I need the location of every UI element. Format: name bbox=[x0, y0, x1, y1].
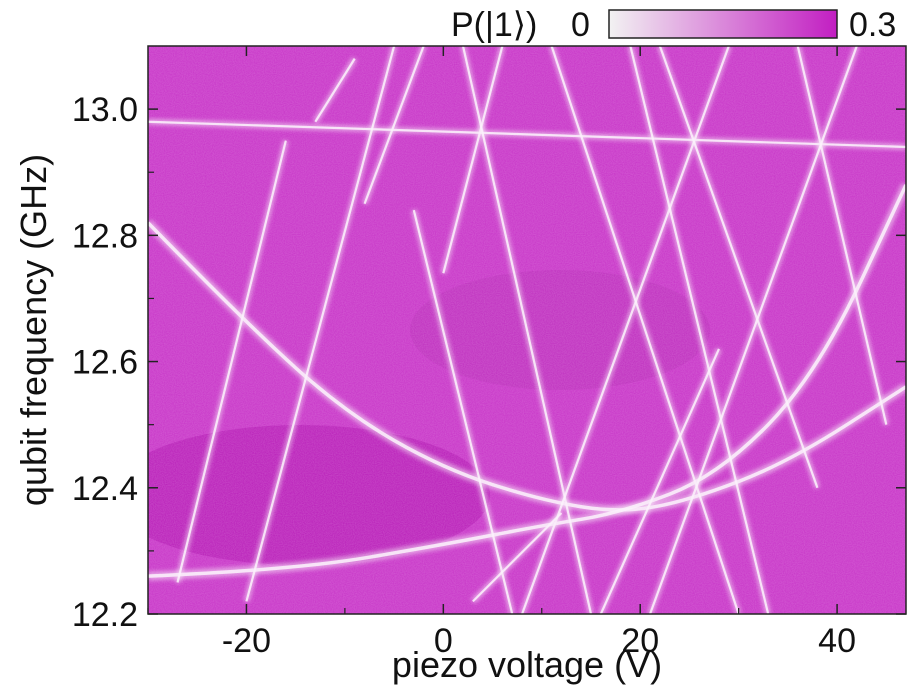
colorbar-min-label: 0 bbox=[571, 6, 590, 44]
resonance-line-16 bbox=[363, 46, 425, 205]
colorbar-max-label: 0.3 bbox=[849, 6, 896, 44]
resonance-line-13 bbox=[796, 46, 888, 425]
resonance-lines bbox=[148, 46, 906, 614]
plot-frame bbox=[147, 45, 907, 615]
y-tick-label: 13.0 bbox=[72, 91, 138, 129]
x-tick-label: 0 bbox=[434, 622, 453, 660]
x-tick-label: -20 bbox=[222, 622, 271, 660]
resonance-line-14 bbox=[649, 46, 858, 614]
resonance-line-4 bbox=[314, 58, 356, 123]
resonance-line-12 bbox=[658, 46, 819, 489]
resonance-line-17 bbox=[176, 140, 287, 583]
colorbar: P(|1⟩) 0 0.3 bbox=[451, 6, 896, 44]
resonance-line-7 bbox=[461, 46, 593, 614]
plot-area bbox=[147, 45, 907, 615]
x-tick-label: 20 bbox=[621, 622, 659, 660]
colorbar-gradient bbox=[608, 9, 838, 39]
x-axis-label: piezo voltage (V) bbox=[392, 644, 662, 685]
y-tick-label: 12.6 bbox=[72, 344, 138, 382]
resonance-line-11 bbox=[629, 46, 770, 614]
resonance-line-9 bbox=[472, 512, 563, 603]
y-axis: 12.2 12.4 12.6 12.8 13.0 bbox=[72, 91, 906, 634]
resonance-line-2 bbox=[148, 120, 906, 149]
x-tick-label: 40 bbox=[818, 622, 856, 660]
y-axis-label: qubit frequency (GHz) bbox=[13, 154, 54, 506]
y-tick-label: 12.4 bbox=[72, 470, 138, 508]
resonance-line-1 bbox=[148, 184, 906, 578]
x-axis: -20 0 20 40 bbox=[147, 46, 856, 660]
y-tick-label: 12.2 bbox=[72, 596, 138, 634]
resonance-line-5 bbox=[412, 209, 514, 614]
resonance-line-15 bbox=[599, 348, 720, 614]
resonance-line-10 bbox=[550, 46, 740, 614]
colorbar-label: P(|1⟩) bbox=[451, 6, 537, 44]
resonance-line-6 bbox=[442, 46, 504, 274]
y-tick-label: 12.8 bbox=[72, 217, 138, 255]
resonance-line-3 bbox=[245, 46, 396, 602]
